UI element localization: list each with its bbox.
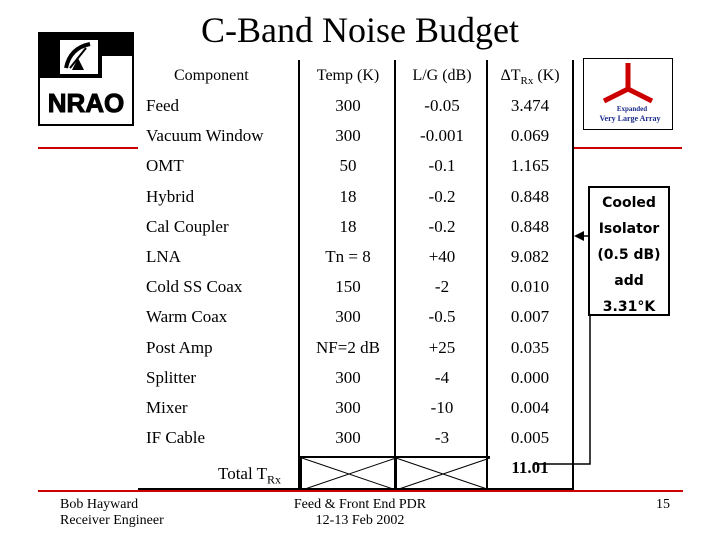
row-temp: 300 <box>335 126 361 145</box>
row-delta-t: 0.000 <box>510 368 550 387</box>
footer-author: Bob Hayward Receiver Engineer <box>60 497 164 529</box>
footer-page-number: 15 <box>656 497 670 512</box>
row-component: OMT <box>146 156 184 175</box>
red-rule-bottom <box>38 490 683 492</box>
row-temp: 300 <box>335 398 361 417</box>
footer-event-date: 12-13 Feb 2002 <box>315 513 405 528</box>
isolator-line-1: Cooled <box>602 195 656 211</box>
header-temp: Temp (K) <box>316 67 380 84</box>
crossed-out-icon <box>301 457 491 491</box>
row-lg: -4 <box>434 368 450 387</box>
slide-title: C-Band Noise Budget <box>201 10 519 50</box>
row-temp: 18 <box>339 217 357 236</box>
vla-tri-arm-logo-icon: Expanded Very Large Array <box>599 63 661 123</box>
total-label: Total TRx <box>218 464 281 489</box>
header-component: Component <box>174 67 249 84</box>
row-temp: 300 <box>335 96 361 115</box>
noise-budget-table: Component Temp (K) L/G (dB) ΔTRx (K) Fee… <box>138 60 574 491</box>
isolator-line-2: Isolator <box>598 221 660 237</box>
vla-logo-line2: Very Large Array <box>599 114 660 123</box>
table-divider-1 <box>298 60 300 488</box>
footer-author-name: Bob Hayward <box>60 497 139 512</box>
row-component: Vacuum Window <box>146 126 264 145</box>
row-delta-t: 3.474 <box>510 96 550 115</box>
row-component: Splitter <box>146 368 197 387</box>
row-component: Warm Coax <box>146 307 228 326</box>
total-value: 11.01 <box>511 458 549 477</box>
footer-event-name: Feed & Front End PDR <box>293 497 427 512</box>
row-temp: Tn = 8 <box>325 247 371 266</box>
row-temp: 300 <box>335 307 361 326</box>
isolator-line-5: 3.31°K <box>602 299 656 315</box>
header-delta-t-prefix: ΔT <box>500 67 521 84</box>
header-delta-t: ΔTRx (K) <box>488 66 572 91</box>
nrao-logo: NRAO <box>38 32 134 126</box>
row-lg: -0.2 <box>428 217 456 236</box>
row-component: Cold SS Coax <box>146 277 243 296</box>
row-lg: -0.05 <box>424 96 460 115</box>
nrao-logo-text: NRAO <box>48 88 125 118</box>
red-rule-left <box>38 147 138 149</box>
row-delta-t: 0.004 <box>510 398 550 417</box>
row-component: Hybrid <box>146 187 195 206</box>
row-lg: +40 <box>428 247 456 266</box>
row-component: Mixer <box>146 398 188 417</box>
row-component: LNA <box>146 247 181 266</box>
row-component: Cal Coupler <box>146 217 229 236</box>
table-divider-3 <box>486 60 488 488</box>
row-component: Feed <box>146 96 180 115</box>
vla-logo: Expanded Very Large Array <box>583 58 673 130</box>
vla-logo-line1: Expanded <box>617 105 647 113</box>
row-temp: 50 <box>339 156 357 175</box>
row-temp: 300 <box>335 368 361 387</box>
row-delta-t: 0.005 <box>510 428 550 447</box>
row-lg: -0.001 <box>420 126 464 145</box>
isolator-line-3: (0.5 dB) <box>597 247 661 263</box>
row-component: Post Amp <box>146 338 213 357</box>
isolator-line-4: add <box>614 273 644 289</box>
row-lg: -10 <box>430 398 454 417</box>
row-lg: +25 <box>428 338 456 357</box>
header-lg: L/G (dB) <box>412 67 472 84</box>
row-component: IF Cable <box>146 428 206 447</box>
row-temp: NF=2 dB <box>316 338 380 357</box>
row-delta-t: 0.848 <box>510 187 550 206</box>
red-rule-right <box>572 147 682 149</box>
table-divider-2 <box>394 60 396 488</box>
row-temp: 150 <box>335 277 361 296</box>
row-delta-t: 0.010 <box>510 277 550 296</box>
row-temp: 18 <box>339 187 357 206</box>
header-delta-t-sub: Rx <box>520 75 534 88</box>
row-delta-t: 0.035 <box>510 338 550 357</box>
row-delta-t: 0.069 <box>510 126 550 145</box>
row-delta-t: 0.007 <box>510 307 550 326</box>
row-lg: -0.2 <box>428 187 456 206</box>
row-temp: 300 <box>335 428 361 447</box>
row-lg: -0.5 <box>428 307 456 326</box>
row-delta-t: 0.848 <box>510 217 550 236</box>
row-delta-t: 9.082 <box>510 247 550 266</box>
nrao-radio-dish-logo-icon: NRAO <box>40 34 132 119</box>
row-delta-t: 1.165 <box>510 156 550 175</box>
row-lg: -0.1 <box>428 156 456 175</box>
cooled-isolator-note: Cooled Isolator (0.5 dB) add 3.31°K <box>588 186 670 316</box>
total-crossed-cell <box>300 456 491 491</box>
row-lg: -3 <box>434 428 450 447</box>
total-label-sub: Rx <box>267 472 282 487</box>
footer-author-role: Receiver Engineer <box>60 513 164 528</box>
footer-event: Feed & Front End PDR 12-13 Feb 2002 <box>250 497 470 529</box>
row-lg: -2 <box>434 277 450 296</box>
header-delta-t-suffix: (K) <box>533 67 560 84</box>
total-label-prefix: Total T <box>218 464 268 483</box>
